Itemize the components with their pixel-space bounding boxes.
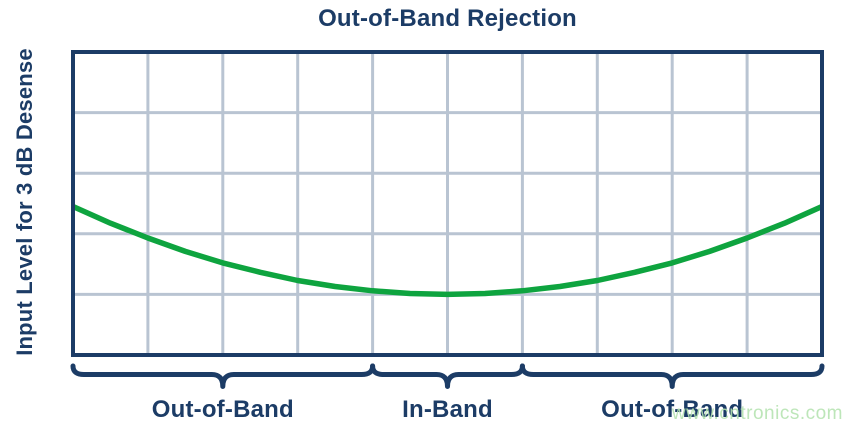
band-label-out-of-band-left: Out-of-Band <box>151 396 294 423</box>
chart-title: Out-of-Band Rejection <box>318 5 577 32</box>
band-label-out-of-band-right: Out-of-Band <box>601 396 744 423</box>
watermark-text: www.cntronics.com <box>671 403 843 424</box>
region-brace-2 <box>519 363 825 389</box>
band-label-in-band: In-Band <box>402 396 493 423</box>
region-brace-1 <box>370 363 525 389</box>
plot-border <box>71 50 824 357</box>
rejection-curve <box>71 203 824 298</box>
region-brace-0 <box>70 363 376 389</box>
